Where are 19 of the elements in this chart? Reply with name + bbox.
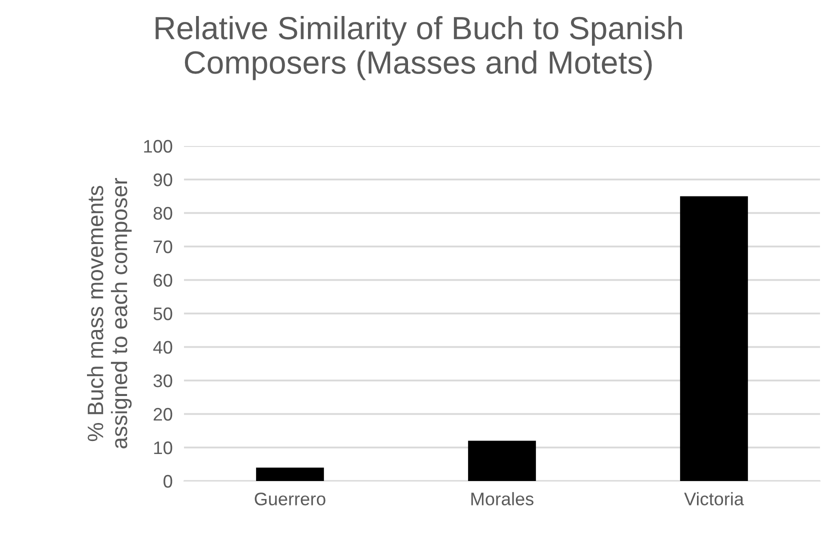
- y-tick-label: 90: [154, 173, 172, 186]
- y-tick-label: 100: [144, 140, 172, 153]
- x-tick-label: Victoria: [684, 492, 744, 506]
- y-tick-label: 40: [153, 340, 172, 354]
- y-tick-label: 50: [154, 307, 172, 320]
- bar: [680, 196, 748, 481]
- y-tick-label: 80: [154, 206, 172, 220]
- x-tick-label: Morales: [471, 492, 534, 506]
- y-tick-label: 10: [154, 441, 172, 454]
- y-axis-title: % Buch mass movements assigned to each composer: [87, 178, 132, 448]
- chart-title: Relative Similarity of Buch to Spanish Composers (Masses and Motets): [156, 16, 682, 80]
- y-tick-label: 20: [154, 408, 172, 421]
- bar: [468, 440, 536, 481]
- bar: [256, 468, 324, 481]
- x-tick-label: Guerrero: [254, 492, 326, 506]
- y-tick-label: 60: [154, 274, 172, 287]
- y-tick-label: 70: [154, 240, 172, 254]
- y-tick-label: 0: [164, 474, 172, 488]
- y-tick-label: 30: [153, 374, 172, 388]
